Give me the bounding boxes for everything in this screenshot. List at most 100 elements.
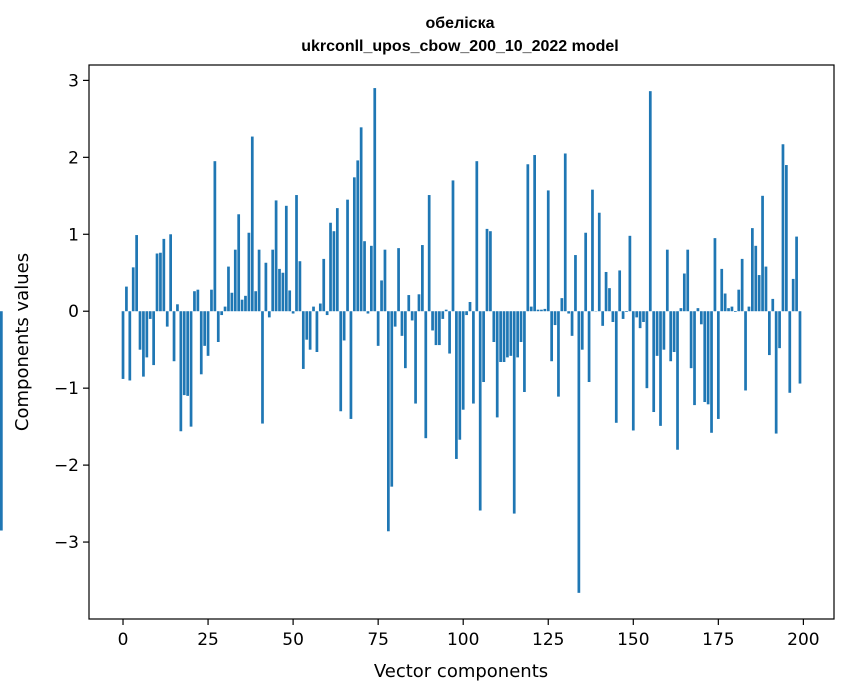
y-tick-label: 0: [68, 302, 79, 322]
bar-28: [216, 311, 220, 342]
x-tick-label: 75: [367, 630, 389, 650]
bar-114: [509, 311, 513, 356]
bar-107: [485, 228, 489, 312]
bar-197: [791, 278, 795, 312]
bar-1: [125, 286, 128, 312]
bar-13: [165, 311, 169, 327]
bar-158: [659, 311, 662, 426]
bar-191: [771, 298, 775, 312]
bar-173: [710, 311, 713, 433]
bar-68: [352, 177, 356, 312]
bar-168: [693, 311, 696, 406]
bar-63: [335, 208, 339, 312]
bar-27: [213, 161, 217, 312]
bar-81: [397, 248, 400, 312]
bar-137: [587, 311, 591, 383]
bar-199: [798, 311, 802, 384]
y-tick-label: −1: [54, 379, 79, 399]
bar-20: [189, 311, 193, 427]
bar-71: [363, 241, 366, 312]
bar-108: [489, 231, 492, 312]
bar-185: [751, 228, 754, 312]
y-ticks-group: 3 2 1 0 −1 −2 −3: [54, 71, 89, 553]
bar-151: [635, 311, 639, 318]
x-tick-label: 200: [787, 630, 819, 650]
bar-162: [672, 311, 676, 352]
bar-53: [301, 311, 305, 369]
bar-3: [131, 267, 135, 312]
bar-99: [458, 311, 462, 440]
bar-76: [380, 280, 383, 312]
bar-88: [421, 245, 424, 312]
bar-15: [172, 311, 176, 362]
bar-120: [529, 306, 533, 312]
bar-121: [533, 155, 536, 312]
bar-9: [152, 311, 155, 366]
bar-167: [689, 311, 693, 369]
y-tick-label: −2: [54, 456, 79, 476]
bar-111: [499, 311, 502, 362]
bar-36: [244, 295, 247, 312]
bar-49: [288, 290, 292, 312]
bar-189: [764, 266, 768, 312]
bar-161: [669, 311, 673, 362]
bar-190: [768, 311, 771, 356]
x-axis-label: Vector components: [374, 661, 548, 682]
bar-7: [145, 311, 149, 358]
bar-105: [478, 311, 482, 511]
bar-60: [325, 311, 329, 316]
bar-92: [434, 311, 438, 346]
bar-85: [410, 311, 414, 321]
bar-11: [159, 252, 162, 312]
bars-group: [0, 88, 802, 593]
bar-135: [580, 311, 584, 350]
bar-166: [686, 249, 690, 312]
bar-130: [563, 153, 567, 312]
bar-74: [373, 88, 377, 312]
bar-194: [781, 144, 785, 312]
bar-97: [451, 180, 455, 312]
bar-50: [291, 311, 295, 314]
bar-136: [584, 232, 588, 312]
bar-32: [230, 292, 234, 312]
bar-187: [757, 275, 761, 312]
bar-14: [169, 234, 172, 312]
bar-104: [475, 161, 479, 312]
plot-frame: [88, 64, 835, 620]
bar-42: [264, 262, 268, 312]
bar-159: [662, 311, 666, 350]
bar-100: [461, 311, 465, 410]
bar-124: [543, 308, 547, 312]
bar-106: [482, 311, 485, 383]
bar-131: [567, 311, 571, 314]
bar-80: [393, 311, 397, 327]
bar-22: [196, 289, 200, 312]
bar-188: [761, 195, 764, 312]
bar-29: [220, 311, 224, 316]
bar-181: [737, 289, 741, 312]
y-tick-label: −3: [54, 533, 79, 553]
bar-102: [468, 301, 472, 312]
bar-16: [176, 304, 179, 312]
bar-119: [526, 164, 530, 312]
bar-170: [699, 311, 703, 325]
x-tick-label: 50: [282, 630, 304, 650]
bar-26: [210, 289, 213, 312]
bar-31: [227, 266, 230, 312]
bar-62: [332, 231, 336, 312]
bar-64: [339, 311, 343, 412]
bar-25: [206, 311, 210, 356]
bar-40: [257, 249, 261, 312]
bar-69: [356, 160, 360, 312]
bar-153: [642, 311, 645, 322]
bar-87: [417, 294, 421, 312]
bar-144: [611, 311, 615, 322]
bar-175: [716, 311, 720, 419]
bar-133: [574, 255, 577, 312]
bar-147: [621, 311, 625, 319]
bar-93: [438, 311, 441, 346]
chart-title-line-1: обеліска: [426, 15, 495, 32]
bar-103: [472, 311, 475, 404]
bar-73: [369, 245, 373, 312]
